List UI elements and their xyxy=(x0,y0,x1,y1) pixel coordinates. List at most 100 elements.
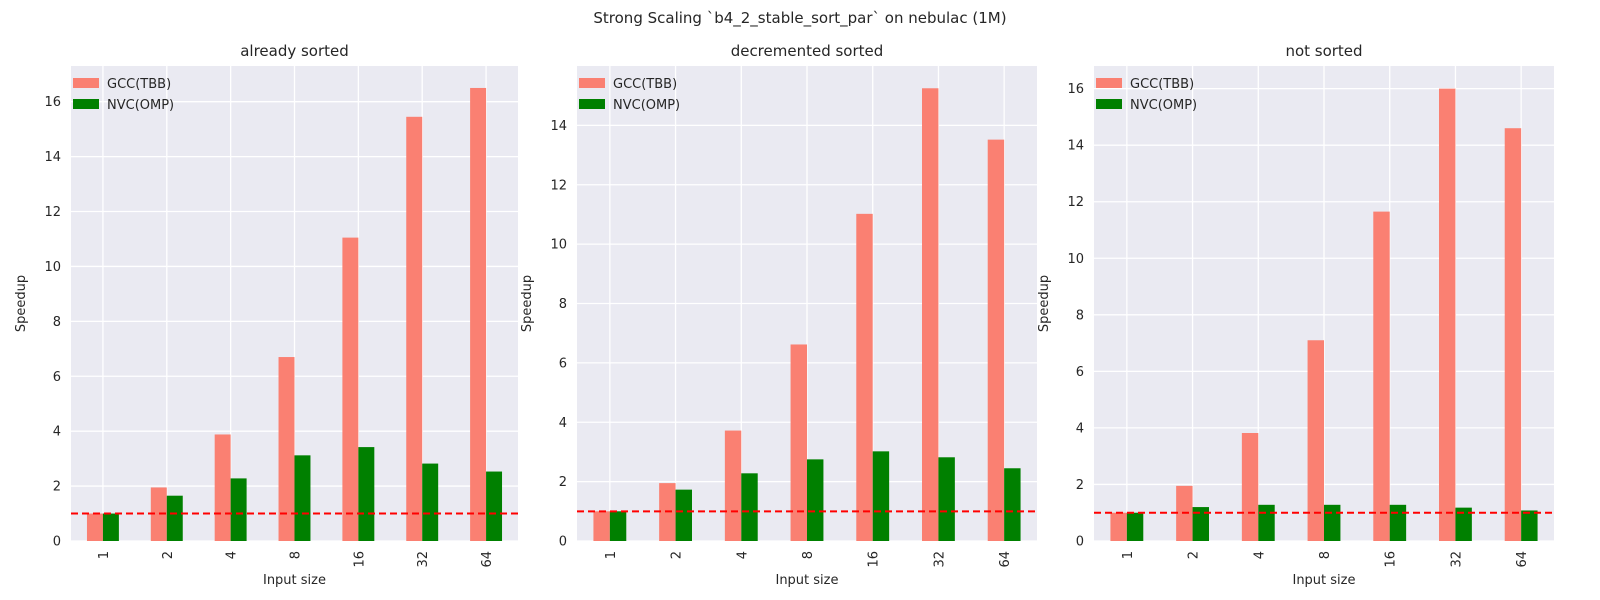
y-tick-label: 14 xyxy=(550,119,567,134)
x-tick-label: 8 xyxy=(289,551,304,559)
x-tick-label: 1 xyxy=(97,551,112,559)
bar-gcc-tbb-1 xyxy=(1110,512,1127,541)
x-tick-label: 64 xyxy=(480,551,495,568)
bar-nvc-omp-1 xyxy=(609,511,627,541)
y-tick-label: 14 xyxy=(1067,139,1084,154)
y-tick-label: 16 xyxy=(1067,82,1084,97)
y-tick-label: 12 xyxy=(1067,195,1084,210)
x-tick-label: 2 xyxy=(161,551,176,559)
y-tick-label: 10 xyxy=(44,260,61,275)
x-tick-label: 64 xyxy=(998,551,1013,568)
bar-gcc-tbb-32 xyxy=(406,116,423,541)
y-axis-label: Speedup xyxy=(1037,275,1052,332)
y-tick-label: 10 xyxy=(550,238,567,253)
legend-swatch-gcc-tbb xyxy=(579,78,605,88)
y-tick-label: 14 xyxy=(44,150,61,165)
figure-suptitle: Strong Scaling `b4_2_stable_sort_par` on… xyxy=(593,9,1006,28)
x-axis-label: Input size xyxy=(1292,573,1355,588)
legend-label: NVC(OMP) xyxy=(613,98,680,113)
bar-nvc-omp-8 xyxy=(294,455,311,541)
bar-nvc-omp-32 xyxy=(1455,507,1472,541)
x-axis-label: Input size xyxy=(775,573,838,588)
y-axis-label: Speedup xyxy=(520,275,535,332)
bar-gcc-tbb-16 xyxy=(342,237,359,541)
bar-gcc-tbb-64 xyxy=(1504,128,1522,541)
y-tick-label: 12 xyxy=(44,205,61,220)
y-tick-label: 4 xyxy=(1076,421,1084,436)
bar-gcc-tbb-64 xyxy=(987,139,1005,541)
legend: GCC(TBB) NVC(OMP) xyxy=(1096,77,1197,113)
bar-nvc-omp-32 xyxy=(422,463,439,541)
bar-nvc-omp-64 xyxy=(1521,510,1538,541)
x-tick-label: 64 xyxy=(1515,551,1530,568)
bar-gcc-tbb-16 xyxy=(1373,211,1390,542)
bar-gcc-tbb-1 xyxy=(593,511,610,541)
chart-title: not sorted xyxy=(1285,42,1362,60)
bar-nvc-omp-16 xyxy=(872,451,890,541)
x-tick-label: 16 xyxy=(352,551,367,568)
x-tick-label: 16 xyxy=(1384,551,1399,568)
bar-gcc-tbb-1 xyxy=(86,513,103,541)
y-tick-label: 4 xyxy=(559,416,567,431)
bar-nvc-omp-64 xyxy=(486,471,503,541)
bar-gcc-tbb-4 xyxy=(214,434,231,541)
y-tick-label: 6 xyxy=(53,370,61,385)
bar-nvc-omp-4 xyxy=(1258,504,1275,541)
bar-nvc-omp-32 xyxy=(938,457,955,541)
y-tick-label: 2 xyxy=(53,480,61,495)
legend-swatch-nvc-omp xyxy=(579,99,605,109)
bar-nvc-omp-16 xyxy=(1389,504,1407,541)
legend-swatch-nvc-omp xyxy=(1096,99,1122,109)
bar-gcc-tbb-32 xyxy=(1439,88,1456,541)
bar-gcc-tbb-8 xyxy=(1307,340,1324,541)
bar-nvc-omp-1 xyxy=(1126,512,1144,541)
bar-gcc-tbb-8 xyxy=(278,357,295,541)
y-tick-label: 2 xyxy=(559,475,567,490)
y-tick-label: 10 xyxy=(1067,252,1084,267)
x-tick-label: 32 xyxy=(932,551,947,568)
legend-label: NVC(OMP) xyxy=(1130,98,1197,113)
x-tick-label: 4 xyxy=(735,551,750,559)
bar-nvc-omp-16 xyxy=(358,447,375,541)
chart-title: decremented sorted xyxy=(731,42,884,60)
legend-label: GCC(TBB) xyxy=(613,77,677,92)
x-tick-label: 16 xyxy=(867,551,882,568)
y-tick-label: 0 xyxy=(559,535,567,550)
legend: GCC(TBB) NVC(OMP) xyxy=(73,77,174,113)
bar-nvc-omp-2 xyxy=(166,495,183,541)
x-tick-label: 4 xyxy=(225,551,240,559)
x-tick-label: 8 xyxy=(1318,551,1333,559)
y-tick-label: 8 xyxy=(53,315,61,330)
y-tick-label: 16 xyxy=(44,95,61,110)
bar-nvc-omp-64 xyxy=(1004,468,1021,541)
legend-swatch-gcc-tbb xyxy=(73,78,99,88)
x-tick-label: 4 xyxy=(1252,551,1267,559)
x-tick-label: 1 xyxy=(604,551,619,559)
bar-gcc-tbb-32 xyxy=(922,88,939,541)
y-tick-label: 8 xyxy=(1076,308,1084,323)
bar-nvc-omp-2 xyxy=(675,489,692,541)
x-tick-label: 8 xyxy=(801,551,816,559)
bar-gcc-tbb-8 xyxy=(790,344,807,541)
y-tick-label: 6 xyxy=(559,356,567,371)
y-tick-label: 6 xyxy=(1076,365,1084,380)
bar-nvc-omp-1 xyxy=(102,513,119,541)
legend-label: NVC(OMP) xyxy=(107,98,174,113)
legend-swatch-nvc-omp xyxy=(73,99,99,109)
legend-swatch-gcc-tbb xyxy=(1096,78,1122,88)
bar-gcc-tbb-16 xyxy=(856,213,873,541)
x-tick-label: 32 xyxy=(1449,551,1464,568)
legend: GCC(TBB) NVC(OMP) xyxy=(579,77,680,113)
legend-label: GCC(TBB) xyxy=(107,77,171,92)
y-tick-label: 12 xyxy=(550,178,567,193)
bar-nvc-omp-8 xyxy=(1324,504,1341,541)
y-axis-label: Speedup xyxy=(14,275,29,332)
bar-gcc-tbb-2 xyxy=(150,487,167,541)
bar-nvc-omp-2 xyxy=(1192,507,1209,541)
y-tick-label: 2 xyxy=(1076,478,1084,493)
